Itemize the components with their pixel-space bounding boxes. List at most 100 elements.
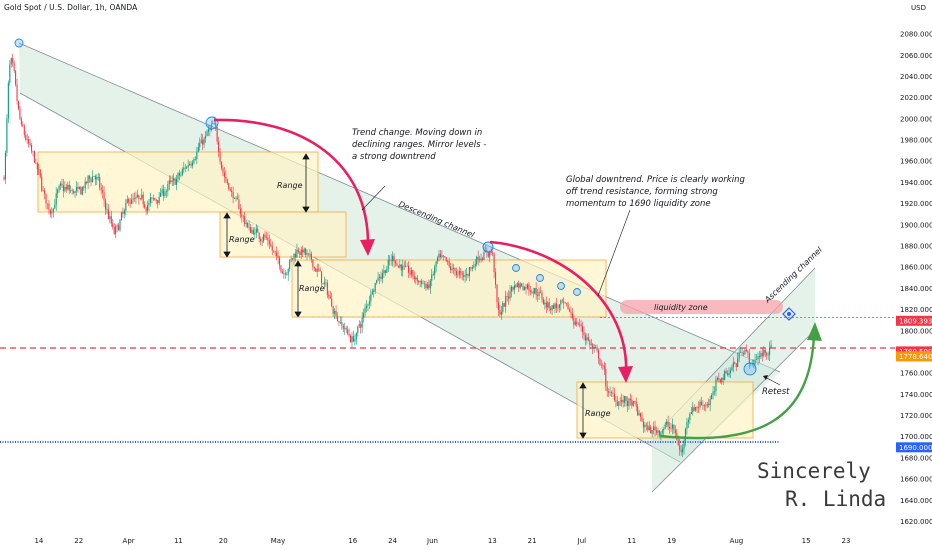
candle-body xyxy=(46,203,49,205)
candle-body xyxy=(518,282,520,288)
candle-body xyxy=(307,253,310,255)
time-axis[interactable]: 14 22 Apr 11 20 May 16 24 Jun 13 21 Jul 11 19 Aug 15 23 xyxy=(34,537,850,545)
candle-body xyxy=(577,323,579,325)
candle-body xyxy=(629,398,631,400)
candle-body xyxy=(44,190,46,194)
candle-body xyxy=(680,449,682,453)
symbol-title: Gold Spot / U.S. Dollar, 1h, OANDA xyxy=(4,3,138,12)
candle-body xyxy=(600,364,602,366)
candle-body xyxy=(181,169,183,175)
candle-body xyxy=(467,274,469,276)
x-tick-14: Aug xyxy=(730,537,744,545)
y-tick-12: 1840.000 xyxy=(900,285,932,293)
candle-body xyxy=(473,265,475,268)
candle-body xyxy=(249,227,252,233)
candle-body xyxy=(77,186,79,189)
candle-body xyxy=(61,183,63,186)
candle-body xyxy=(257,228,259,233)
candle-body xyxy=(461,272,463,276)
candle-body xyxy=(135,197,137,199)
candle-body xyxy=(139,198,141,200)
candle-body xyxy=(770,344,772,348)
candle-body xyxy=(373,291,375,292)
price-label-bg-0 xyxy=(896,315,932,326)
y-tick-17: 1720.000 xyxy=(900,412,932,420)
candle-body xyxy=(84,181,86,189)
candle-body xyxy=(144,204,146,208)
candle-body xyxy=(228,183,230,190)
candle-body xyxy=(341,322,343,326)
candle-body xyxy=(706,404,708,406)
candle-body xyxy=(428,284,430,289)
candle-body xyxy=(190,163,192,166)
candle-body xyxy=(439,253,441,258)
candle-body xyxy=(377,277,379,281)
candle-body xyxy=(655,430,658,433)
candle-body xyxy=(508,296,510,299)
candle-body xyxy=(553,305,555,309)
price-axis[interactable]: 2080.000 2060.000 2040.000 2020.000 2000.000… xyxy=(900,31,932,526)
candle-body xyxy=(234,198,236,199)
candle-body xyxy=(651,430,653,434)
price-label-bg-3 xyxy=(896,442,932,453)
candle-body xyxy=(406,265,408,267)
candle-body xyxy=(278,258,281,266)
candle-body xyxy=(516,282,518,288)
candle-body xyxy=(712,391,714,395)
candle-body xyxy=(87,175,89,184)
candle-body xyxy=(392,255,394,262)
candle-body xyxy=(450,266,452,271)
candle-body xyxy=(347,329,349,334)
y-tick-21: 1640.000 xyxy=(900,497,932,505)
candle-body xyxy=(283,273,285,274)
candle-body xyxy=(81,187,83,195)
candle-body xyxy=(502,303,504,312)
candle-body xyxy=(605,369,607,387)
candle-body xyxy=(708,404,710,406)
candle-body xyxy=(690,412,692,415)
candle-body xyxy=(112,223,114,227)
x-tick-7: 24 xyxy=(388,537,397,545)
candle-body xyxy=(6,118,8,153)
candle-body xyxy=(474,264,476,266)
candle-body xyxy=(322,283,324,285)
candle-body xyxy=(664,424,666,429)
candle-body xyxy=(238,199,240,209)
candle-body xyxy=(574,321,576,325)
candle-body xyxy=(331,298,333,307)
candle-body xyxy=(286,274,288,276)
candle-body xyxy=(119,220,121,231)
high-marker-june xyxy=(482,241,494,253)
candle-body xyxy=(458,271,460,275)
retest-label: Retest xyxy=(762,387,790,397)
candle-body xyxy=(10,58,12,65)
candle-body xyxy=(644,424,646,428)
candle-body xyxy=(603,365,605,370)
candle-body xyxy=(48,203,50,211)
candle-body xyxy=(90,178,92,183)
candle-body xyxy=(667,421,669,428)
candle-body xyxy=(715,379,717,392)
candle-body xyxy=(171,180,173,182)
candle-body xyxy=(497,302,499,310)
candle-body xyxy=(409,272,411,275)
candle-body xyxy=(267,237,269,241)
candle-body xyxy=(640,413,642,417)
candle-body xyxy=(583,332,585,336)
candle-body xyxy=(693,407,695,411)
candle-body xyxy=(684,428,687,441)
candle-body xyxy=(68,184,70,191)
candle-body xyxy=(734,362,736,364)
range-label-4: Range xyxy=(585,409,611,418)
candle-body xyxy=(99,176,101,188)
candle-body xyxy=(742,353,745,355)
bullish-projection-arrow xyxy=(659,334,816,440)
candle-body xyxy=(226,178,228,184)
candle-body xyxy=(160,193,162,197)
y-tick-5: 1980.000 xyxy=(900,137,932,145)
candle-body xyxy=(28,139,30,144)
candle-body xyxy=(695,406,697,411)
candle-body xyxy=(319,269,321,272)
candle-body xyxy=(568,309,571,312)
